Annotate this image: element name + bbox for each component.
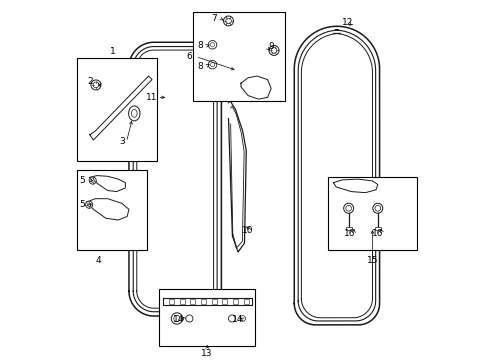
Text: 5: 5 — [80, 176, 85, 185]
Circle shape — [374, 206, 380, 211]
Circle shape — [85, 201, 93, 208]
Circle shape — [185, 315, 193, 322]
Text: 9: 9 — [268, 42, 273, 51]
Bar — [222, 299, 227, 304]
Text: 11: 11 — [146, 93, 158, 102]
Text: 14: 14 — [231, 315, 243, 324]
Text: 3: 3 — [119, 137, 124, 146]
Circle shape — [268, 45, 279, 55]
Circle shape — [223, 16, 233, 26]
Ellipse shape — [131, 109, 137, 117]
Circle shape — [87, 203, 91, 207]
Text: 16: 16 — [371, 229, 383, 238]
Circle shape — [372, 203, 382, 213]
Bar — [180, 299, 184, 304]
Text: 12: 12 — [341, 18, 352, 27]
Bar — [193, 12, 285, 101]
Text: 6: 6 — [186, 52, 192, 61]
Circle shape — [173, 315, 180, 322]
Bar — [190, 299, 195, 304]
Text: 16: 16 — [343, 229, 354, 238]
Bar — [77, 58, 157, 161]
Circle shape — [225, 18, 231, 24]
Bar — [201, 299, 205, 304]
Circle shape — [228, 315, 235, 322]
Bar — [345, 227, 351, 230]
Circle shape — [343, 203, 353, 213]
Text: 4: 4 — [96, 256, 102, 265]
Text: 2: 2 — [87, 77, 93, 86]
Circle shape — [208, 40, 216, 49]
Circle shape — [271, 48, 276, 53]
Circle shape — [210, 42, 214, 47]
Text: 1: 1 — [110, 47, 116, 56]
Text: 5: 5 — [80, 200, 85, 209]
Circle shape — [345, 206, 351, 211]
Bar — [374, 227, 380, 230]
Bar — [211, 299, 216, 304]
Bar — [327, 177, 416, 250]
Circle shape — [93, 82, 99, 88]
Bar — [169, 299, 174, 304]
Bar — [244, 299, 248, 304]
Text: 13: 13 — [201, 349, 212, 358]
Bar — [233, 299, 238, 304]
Text: 8: 8 — [197, 41, 203, 50]
Text: 15: 15 — [366, 256, 377, 265]
Circle shape — [208, 60, 216, 69]
Circle shape — [91, 179, 94, 182]
Circle shape — [240, 316, 245, 321]
Text: 10: 10 — [242, 226, 253, 235]
Circle shape — [210, 63, 214, 67]
Ellipse shape — [128, 106, 140, 121]
Text: 7: 7 — [211, 14, 217, 23]
Bar — [77, 170, 146, 250]
Circle shape — [89, 177, 96, 184]
Text: 14: 14 — [173, 315, 184, 324]
Circle shape — [171, 313, 183, 324]
Text: 8: 8 — [197, 62, 203, 71]
Bar — [159, 289, 255, 346]
Circle shape — [91, 80, 101, 90]
